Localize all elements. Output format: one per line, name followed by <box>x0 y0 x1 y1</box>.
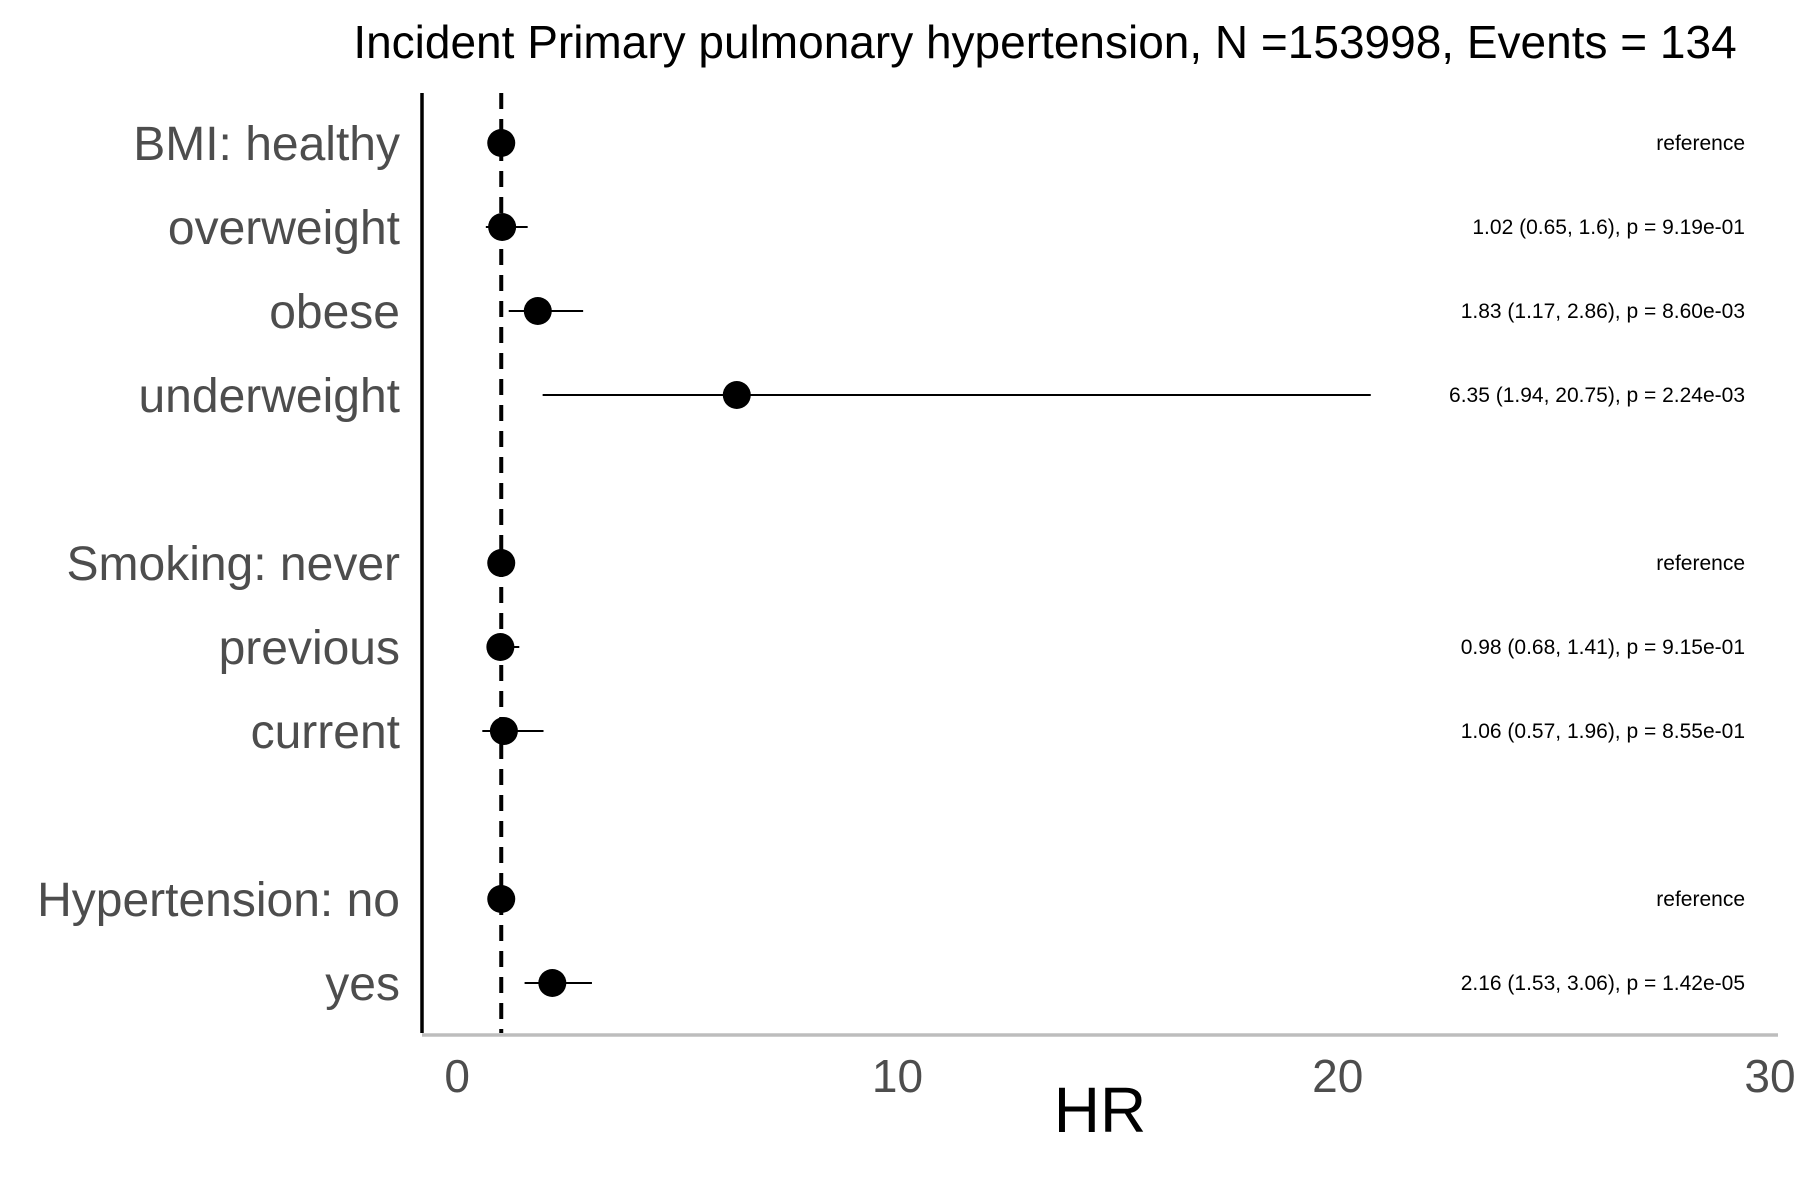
row-annotation: 1.83 (1.17, 2.86), p = 8.60e-03 <box>1461 300 1745 323</box>
row-label: Hypertension: no <box>37 874 400 927</box>
row-label: current <box>251 706 400 759</box>
forest-row: obese 1.83 (1.17, 2.86), p = 8.60e-03 <box>269 286 1745 339</box>
forest-row: previous 0.98 (0.68, 1.41), p = 9.15e-01 <box>219 622 1745 675</box>
x-tick-label: 0 <box>444 1050 470 1102</box>
row-annotation: 1.06 (0.57, 1.96), p = 8.55e-01 <box>1461 720 1745 743</box>
row-label: yes <box>325 958 400 1011</box>
rows-layer: BMI: healthy reference overweight 1.02 (0.6… <box>37 118 1745 1011</box>
hr-point <box>722 381 751 409</box>
row-label: previous <box>219 622 400 675</box>
forest-row: current 1.06 (0.57, 1.96), p = 8.55e-01 <box>251 706 1745 759</box>
hr-point <box>523 297 552 325</box>
hr-point <box>489 717 518 745</box>
x-tick-label: 30 <box>1744 1050 1795 1102</box>
forest-row: overweight 1.02 (0.65, 1.6), p = 9.19e-01 <box>168 202 1745 255</box>
x-tick-label: 20 <box>1312 1050 1363 1102</box>
row-annotation: reference <box>1656 552 1745 575</box>
row-label: overweight <box>168 202 400 255</box>
forest-row: BMI: healthy reference <box>133 118 1745 171</box>
forest-row: underweight 6.35 (1.94, 20.75), p = 2.24e… <box>138 370 1745 423</box>
row-annotation: 2.16 (1.53, 3.06), p = 1.42e-05 <box>1461 972 1745 995</box>
x-axis-label: HR <box>1054 1074 1146 1146</box>
hr-point <box>487 129 516 157</box>
x-ticks: 0 10 20 30 <box>444 1050 1795 1102</box>
row-label: underweight <box>138 370 400 423</box>
row-label: obese <box>269 286 400 339</box>
forest-row: Hypertension: no reference <box>37 874 1745 927</box>
hr-point <box>538 969 567 997</box>
x-tick-label: 10 <box>872 1050 923 1102</box>
row-annotation: 6.35 (1.94, 20.75), p = 2.24e-03 <box>1449 384 1745 407</box>
forest-row: Smoking: never reference <box>67 538 1746 591</box>
chart-title: Incident Primary pulmonary hypertension,… <box>353 16 1736 68</box>
row-annotation: reference <box>1656 132 1745 155</box>
row-label: Smoking: never <box>67 538 401 591</box>
row-label: BMI: healthy <box>133 118 400 171</box>
row-annotation: reference <box>1656 888 1745 911</box>
forest-row: yes 2.16 (1.53, 3.06), p = 1.42e-05 <box>325 958 1745 1011</box>
row-annotation: 1.02 (0.65, 1.6), p = 9.19e-01 <box>1472 216 1745 239</box>
row-annotation: 0.98 (0.68, 1.41), p = 9.15e-01 <box>1461 636 1745 659</box>
